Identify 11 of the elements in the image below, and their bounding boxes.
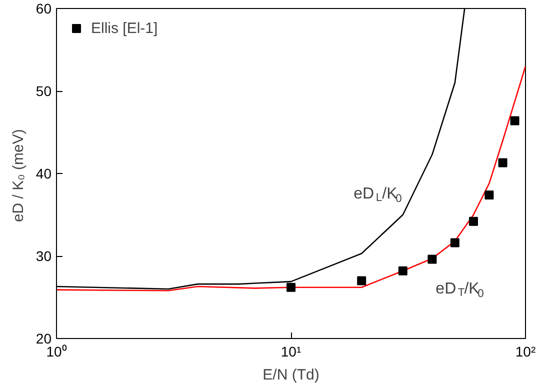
x-tick-label: 10⁰ <box>46 344 67 360</box>
y-tick-label: 30 <box>36 248 52 264</box>
x-tick-label: 10¹ <box>280 344 302 360</box>
y-tick-label: 60 <box>36 0 52 16</box>
y-axis-title: eD / K₀ (meV) <box>10 129 27 222</box>
y-tick-label: 50 <box>36 83 52 99</box>
x-axis-title: E/N (Td) <box>262 366 320 384</box>
legend-label: Ellis [El-1] <box>91 20 158 36</box>
x-tick-label: 10² <box>515 344 536 360</box>
y-tick-label: 20 <box>36 330 52 346</box>
y-tick-label: 40 <box>36 166 52 182</box>
